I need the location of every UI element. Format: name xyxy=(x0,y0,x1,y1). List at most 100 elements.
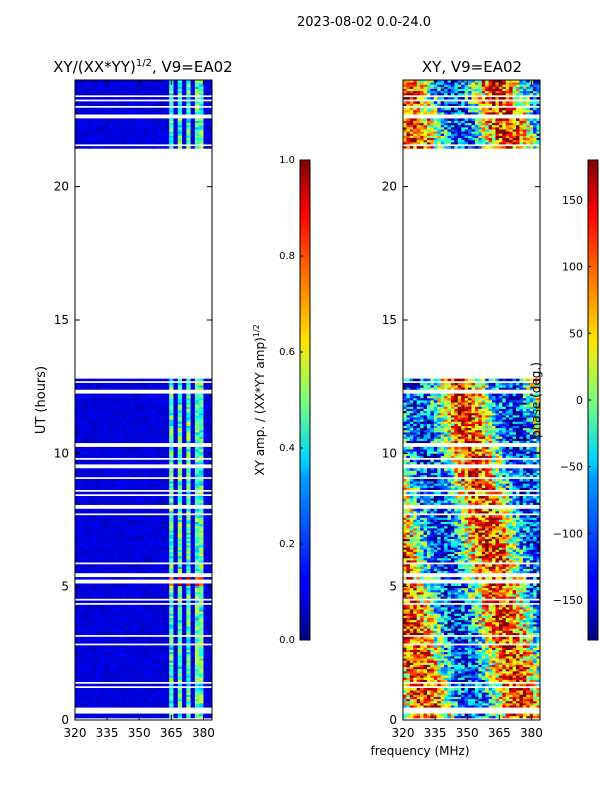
heatmap-cell xyxy=(117,382,123,386)
heatmap-cell xyxy=(173,419,179,422)
heatmap-cell xyxy=(87,653,93,657)
heatmap-cell xyxy=(199,621,204,625)
heatmap-cell xyxy=(182,502,187,505)
heatmap-cell xyxy=(104,549,110,552)
heatmap-cell xyxy=(207,713,213,717)
heatmap-cell xyxy=(164,137,170,141)
heatmap-cell xyxy=(143,651,149,655)
heatmap-cell xyxy=(126,432,132,435)
heatmap-cell xyxy=(83,611,89,614)
heatmap-cell xyxy=(139,423,144,426)
heatmap-cell xyxy=(130,528,136,531)
heatmap-cell xyxy=(169,446,174,450)
heatmap-cell xyxy=(169,670,174,674)
heatmap-cell xyxy=(203,592,209,595)
heatmap-cell xyxy=(194,658,200,661)
heatmap-cell xyxy=(152,675,157,678)
heatmap-cell xyxy=(207,564,213,567)
heatmap-cell xyxy=(96,124,102,128)
heatmap-cell xyxy=(164,402,170,405)
heatmap-cell xyxy=(207,432,213,435)
heatmap-cell xyxy=(113,600,119,604)
heatmap-cell xyxy=(177,387,183,390)
heatmap-cell xyxy=(96,455,102,458)
heatmap-cell xyxy=(87,449,93,452)
heatmap-cell xyxy=(109,564,114,567)
heatmap-cell xyxy=(117,547,123,550)
heatmap-cell xyxy=(194,453,200,456)
heatmap-cell xyxy=(100,658,106,661)
heatmap-cell xyxy=(87,656,93,659)
heatmap-cell xyxy=(177,566,183,569)
heatmap-cell xyxy=(83,694,89,697)
heatmap-cell xyxy=(207,378,213,382)
heatmap-cell xyxy=(96,662,102,665)
heatmap-cell xyxy=(139,715,144,719)
heatmap-cell xyxy=(147,124,153,128)
heatmap-cell xyxy=(177,551,183,554)
heatmap-cell xyxy=(199,122,204,126)
heatmap-cell xyxy=(109,662,114,665)
heatmap-cell xyxy=(122,126,127,130)
heatmap-cell xyxy=(75,705,80,708)
heatmap-cell xyxy=(190,702,196,706)
heatmap-cell xyxy=(199,570,204,574)
heatmap-cell xyxy=(207,630,213,633)
heatmap-cell xyxy=(169,92,174,96)
heatmap-cell xyxy=(143,690,149,693)
heatmap-cell xyxy=(113,577,119,580)
heatmap-cell xyxy=(134,112,140,115)
heatmap-cell xyxy=(79,421,84,424)
heatmap-cell xyxy=(194,690,200,693)
heatmap-cell xyxy=(182,532,187,535)
heatmap-cell xyxy=(87,583,93,586)
heatmap-cell xyxy=(164,146,170,149)
heatmap-cell xyxy=(143,553,149,557)
heatmap-cell xyxy=(164,528,170,531)
heatmap-cell xyxy=(139,137,144,141)
heatmap-cell xyxy=(152,589,157,593)
heatmap-cell xyxy=(117,538,123,542)
heatmap-cell xyxy=(130,519,136,522)
heatmap-cell xyxy=(173,109,179,113)
heatmap-cell xyxy=(190,621,196,625)
heatmap-cell xyxy=(182,656,187,659)
heatmap-cell xyxy=(147,525,153,529)
heatmap-cell xyxy=(79,438,84,441)
heatmap-cell xyxy=(96,606,102,610)
heatmap-cell xyxy=(139,668,144,672)
heatmap-cell xyxy=(113,101,119,104)
heatmap-cell xyxy=(169,453,174,456)
heatmap-cell xyxy=(79,519,84,522)
heatmap-cell xyxy=(160,568,166,572)
heatmap-cell xyxy=(207,107,213,111)
heatmap-cell xyxy=(96,421,102,424)
heatmap-cell xyxy=(177,658,183,661)
heatmap-cell xyxy=(109,414,114,418)
heatmap-cell xyxy=(152,410,157,414)
heatmap-cell xyxy=(79,679,84,682)
heatmap-cell xyxy=(87,404,93,407)
heatmap-cell xyxy=(186,538,191,542)
heatmap-cell xyxy=(143,617,149,621)
heatmap-cell xyxy=(109,673,114,676)
heatmap-cell xyxy=(177,592,183,595)
heatmap-cell xyxy=(87,566,93,569)
heatmap-cell xyxy=(199,606,204,610)
heatmap-cell xyxy=(160,698,166,702)
heatmap-cell xyxy=(79,658,84,661)
heatmap-cell xyxy=(177,600,183,604)
heatmap-cell xyxy=(152,568,157,572)
heatmap-cell xyxy=(143,551,149,554)
heatmap-cell xyxy=(152,600,157,604)
heatmap-cell xyxy=(190,500,196,503)
heatmap-cell xyxy=(190,496,196,499)
heatmap-cell xyxy=(173,611,179,614)
heatmap-cell xyxy=(164,410,170,414)
heatmap-cell xyxy=(117,702,123,706)
heatmap-cell xyxy=(130,107,136,111)
heatmap-cell xyxy=(203,393,209,397)
heatmap-cell xyxy=(156,549,162,552)
heatmap-cell xyxy=(169,517,174,520)
heatmap-cell xyxy=(134,103,140,106)
